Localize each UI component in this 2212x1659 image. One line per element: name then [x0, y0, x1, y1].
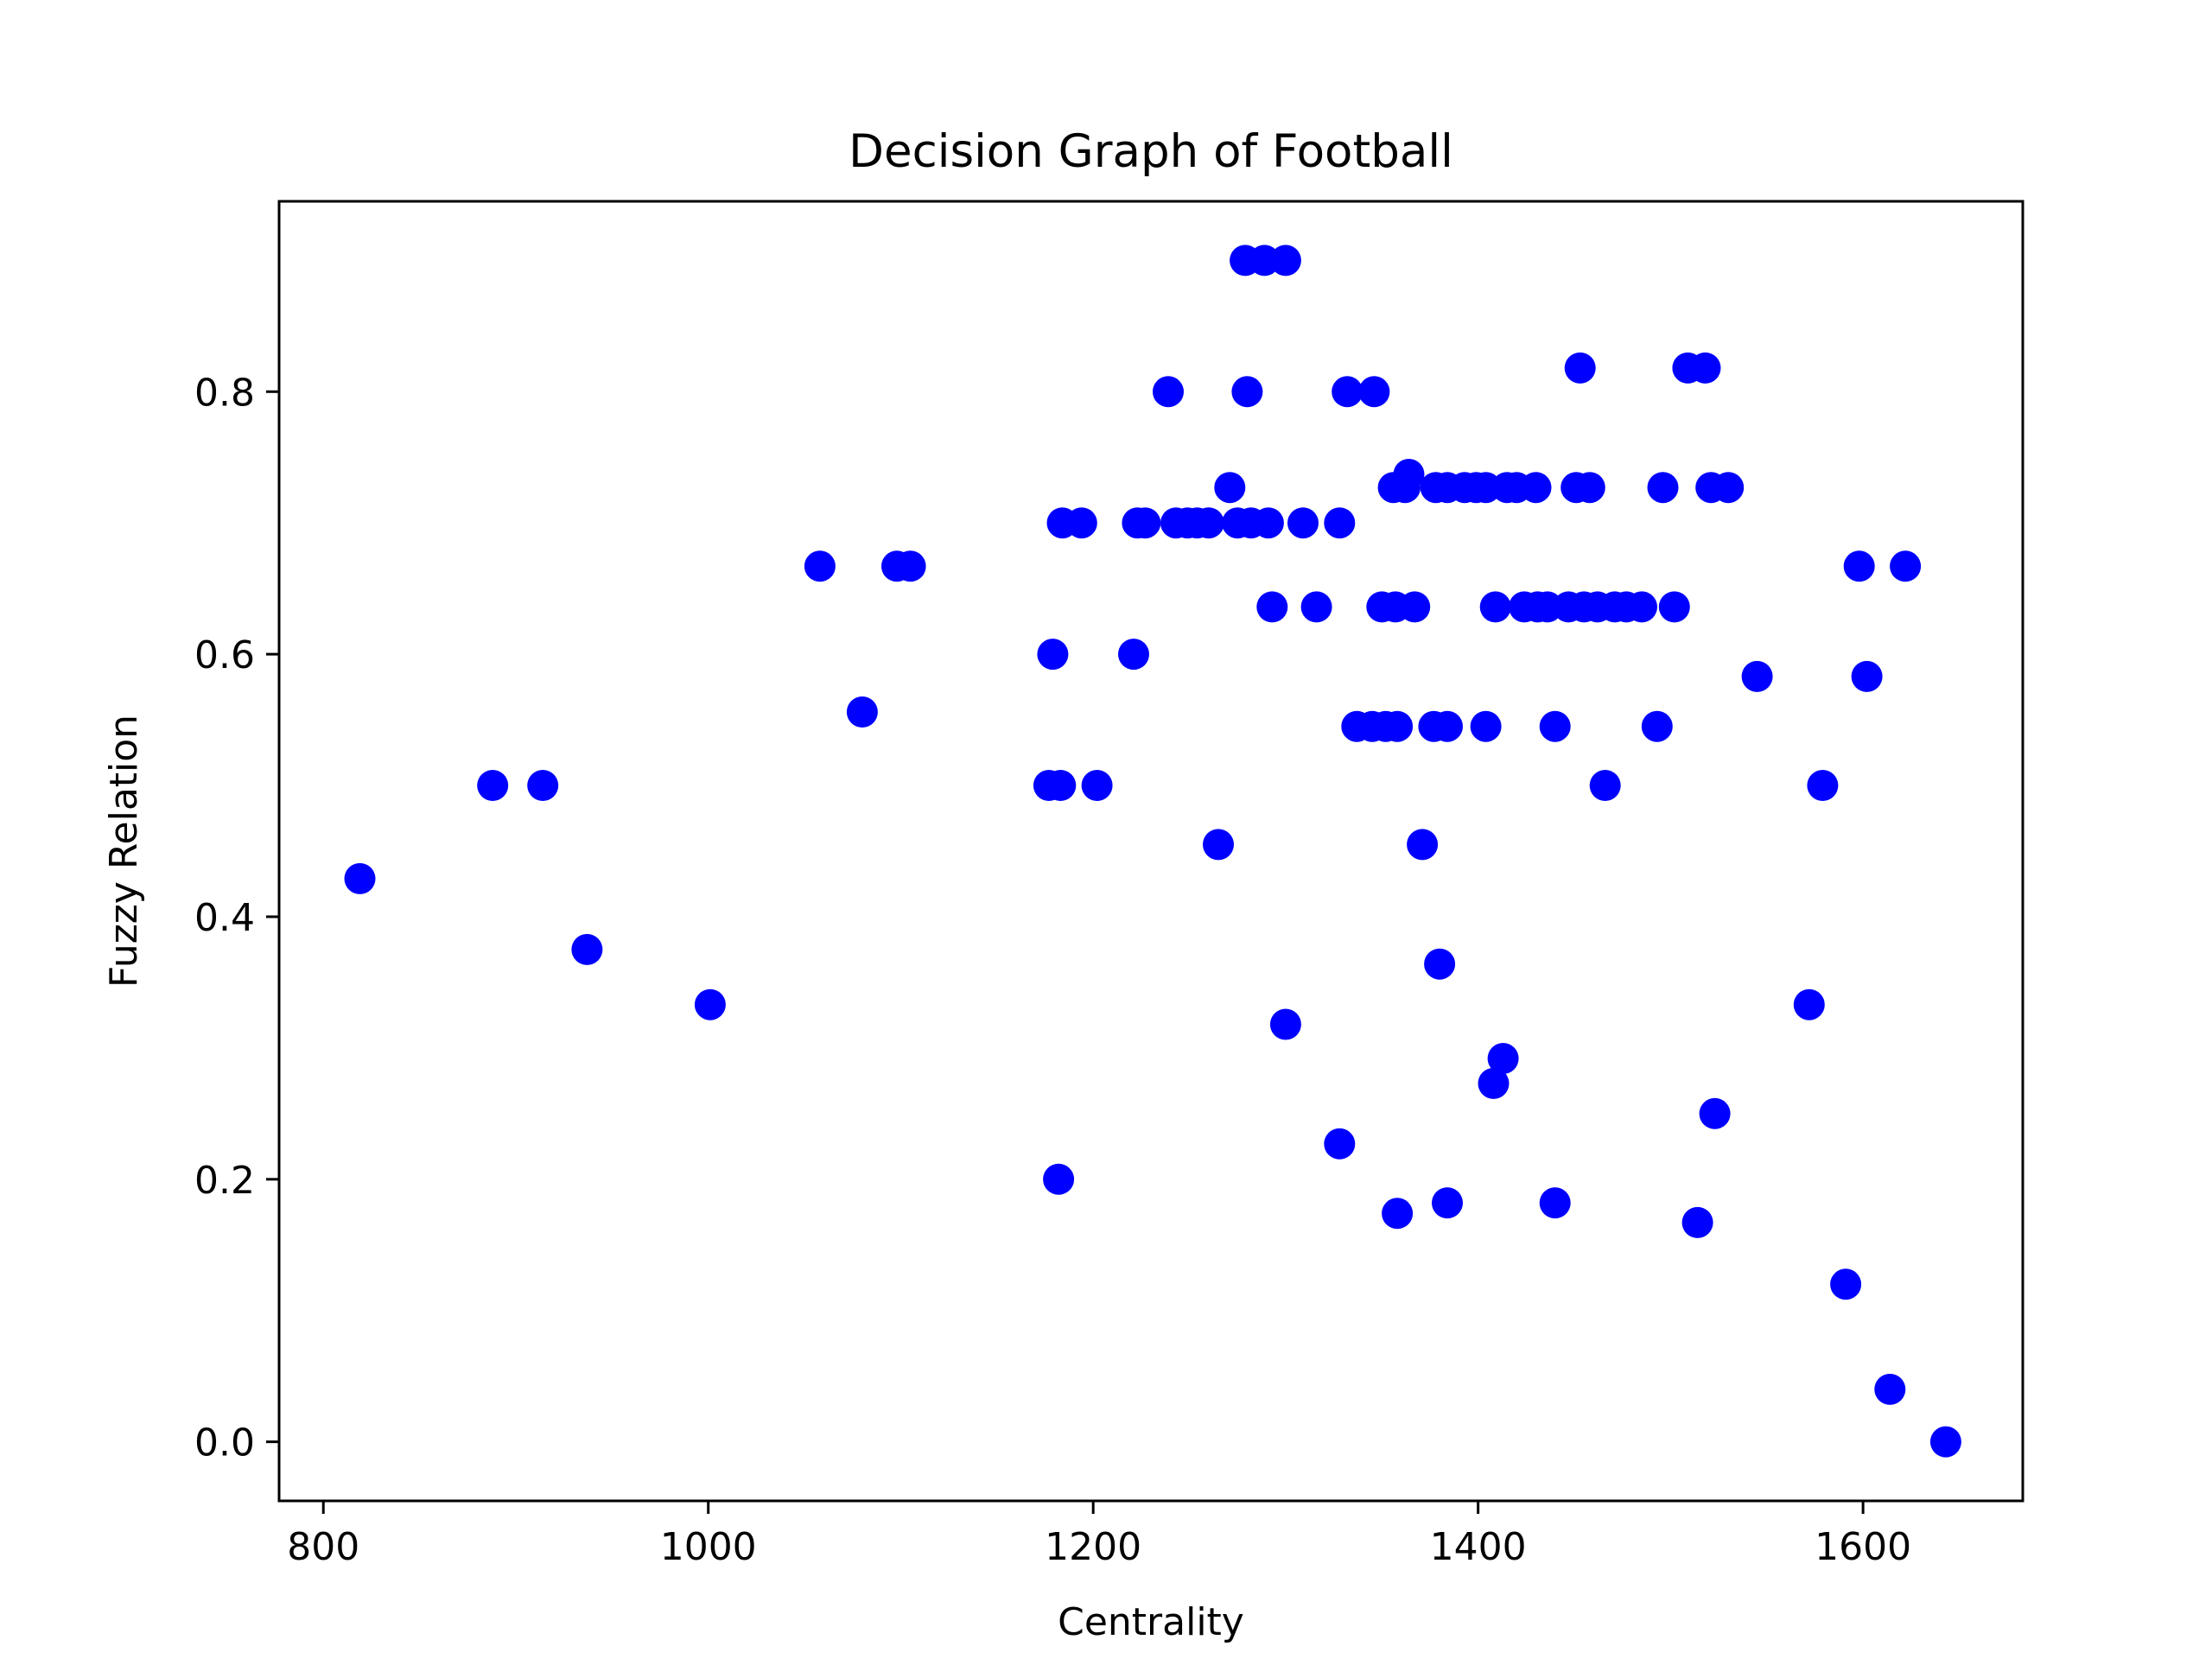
- data-point: [894, 550, 926, 582]
- data-point: [1793, 988, 1825, 1020]
- data-point: [1192, 507, 1224, 539]
- data-point: [1851, 660, 1883, 692]
- data-point: [1287, 507, 1319, 539]
- y-axis-ticks: 0.0 0.2 0.4 0.6 0.8: [194, 371, 279, 1465]
- data-point: [1807, 770, 1839, 801]
- data-point: [1626, 591, 1657, 623]
- data-point: [1407, 829, 1439, 861]
- data-point: [1382, 710, 1414, 742]
- data-point: [1658, 591, 1690, 623]
- data-point: [1689, 352, 1721, 384]
- data-point: [1929, 1426, 1961, 1458]
- data-point: [1358, 376, 1390, 408]
- data-point: [1324, 1128, 1356, 1160]
- data-point: [1214, 472, 1246, 504]
- data-point: [1324, 507, 1356, 539]
- data-point: [1741, 660, 1773, 692]
- data-point: [804, 550, 836, 582]
- data-point: [1300, 591, 1332, 623]
- data-point: [1830, 1268, 1862, 1300]
- data-point: [1564, 352, 1596, 384]
- y-tick-label: 0.2: [194, 1159, 255, 1203]
- data-point: [1269, 1008, 1301, 1040]
- data-point: [1539, 1187, 1571, 1219]
- data-point: [1890, 550, 1922, 582]
- data-point: [1269, 245, 1301, 276]
- x-tick-label: 1200: [1045, 1525, 1141, 1569]
- y-tick-label: 0.4: [194, 896, 255, 940]
- data-point: [1843, 550, 1875, 582]
- data-point: [1043, 1163, 1075, 1195]
- x-tick-label: 800: [287, 1525, 359, 1569]
- data-point: [1432, 710, 1463, 742]
- data-point: [1081, 770, 1113, 801]
- data-point: [527, 770, 559, 801]
- data-point: [1382, 1198, 1414, 1230]
- data-point: [1713, 472, 1745, 504]
- data-point: [571, 933, 603, 965]
- data-point: [344, 862, 376, 894]
- data-point: [1203, 829, 1234, 861]
- data-points: [344, 245, 1961, 1458]
- y-axis-label: Fuzzy Relation: [102, 715, 146, 988]
- data-point: [694, 988, 726, 1020]
- data-point: [1332, 376, 1363, 408]
- data-point: [1647, 472, 1679, 504]
- data-point: [1874, 1373, 1906, 1405]
- x-tick-label: 1400: [1430, 1525, 1527, 1569]
- data-point: [1045, 770, 1077, 801]
- data-point: [1573, 472, 1605, 504]
- data-point: [1118, 639, 1149, 671]
- x-axis-ticks: 800 1000 1200 1400 1600: [287, 1501, 1911, 1569]
- data-point: [1037, 639, 1069, 671]
- data-point: [1252, 507, 1284, 539]
- y-tick-label: 0.8: [194, 371, 255, 415]
- data-point: [1487, 1043, 1519, 1074]
- x-axis-label: Centrality: [1058, 1600, 1244, 1644]
- plot-area-frame: [277, 200, 2024, 1503]
- x-tick-label: 1600: [1815, 1525, 1911, 1569]
- data-point: [1424, 948, 1456, 980]
- y-tick-label: 0.0: [194, 1421, 255, 1465]
- data-point: [1699, 1097, 1731, 1129]
- data-point: [1129, 507, 1161, 539]
- data-point: [1479, 591, 1511, 623]
- data-point: [1681, 1206, 1713, 1238]
- data-point: [1153, 376, 1184, 408]
- data-point: [1641, 710, 1673, 742]
- data-point: [1470, 710, 1502, 742]
- data-point: [1539, 710, 1571, 742]
- y-tick-label: 0.6: [194, 633, 255, 677]
- chart-title: Decision Graph of Football: [849, 125, 1453, 178]
- data-point: [1393, 459, 1425, 490]
- data-point: [1520, 472, 1552, 504]
- data-point: [1065, 507, 1097, 539]
- data-point: [1589, 770, 1621, 801]
- data-point: [477, 770, 509, 801]
- data-point: [1231, 376, 1263, 408]
- data-point: [1399, 591, 1431, 623]
- data-point: [1478, 1067, 1510, 1099]
- x-tick-label: 1000: [660, 1525, 757, 1569]
- data-point: [1256, 591, 1288, 623]
- data-point: [1432, 1187, 1463, 1219]
- data-point: [846, 696, 878, 728]
